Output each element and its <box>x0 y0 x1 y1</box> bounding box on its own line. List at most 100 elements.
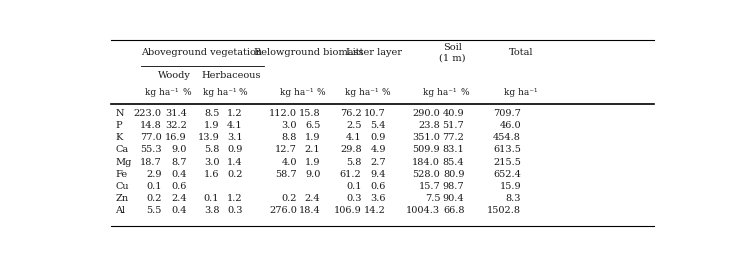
Text: Woody: Woody <box>157 71 191 80</box>
Text: 290.0: 290.0 <box>413 109 440 119</box>
Text: 55.3: 55.3 <box>140 145 161 154</box>
Text: 1.9: 1.9 <box>305 157 321 166</box>
Text: %: % <box>238 88 247 97</box>
Text: 13.9: 13.9 <box>198 133 219 142</box>
Text: 14.2: 14.2 <box>364 206 386 215</box>
Text: %: % <box>183 88 191 97</box>
Text: kg ha⁻¹: kg ha⁻¹ <box>280 88 313 97</box>
Text: 6.5: 6.5 <box>305 121 321 130</box>
Text: 1.2: 1.2 <box>227 109 242 119</box>
Text: K: K <box>115 133 122 142</box>
Text: 4.1: 4.1 <box>346 133 362 142</box>
Text: 7.5: 7.5 <box>424 194 440 202</box>
Text: 709.7: 709.7 <box>493 109 521 119</box>
Text: 18.4: 18.4 <box>298 206 321 215</box>
Text: 2.1: 2.1 <box>305 145 321 154</box>
Text: 0.9: 0.9 <box>371 133 386 142</box>
Text: 9.4: 9.4 <box>370 169 386 178</box>
Text: 15.8: 15.8 <box>299 109 321 119</box>
Text: 77.0: 77.0 <box>140 133 161 142</box>
Text: 0.9: 0.9 <box>227 145 242 154</box>
Text: 3.0: 3.0 <box>281 121 297 130</box>
Text: 5.8: 5.8 <box>204 145 219 154</box>
Text: 76.2: 76.2 <box>339 109 362 119</box>
Text: 3.0: 3.0 <box>204 157 219 166</box>
Text: 1.9: 1.9 <box>204 121 219 130</box>
Text: 112.0: 112.0 <box>269 109 297 119</box>
Text: 0.2: 0.2 <box>146 194 161 202</box>
Text: Mg: Mg <box>115 157 131 166</box>
Text: 3.8: 3.8 <box>204 206 219 215</box>
Text: 2.4: 2.4 <box>172 194 187 202</box>
Text: 0.2: 0.2 <box>227 169 242 178</box>
Text: 16.9: 16.9 <box>166 133 187 142</box>
Text: 85.4: 85.4 <box>443 157 465 166</box>
Text: 80.9: 80.9 <box>443 169 465 178</box>
Text: Zn: Zn <box>115 194 128 202</box>
Text: 223.0: 223.0 <box>134 109 161 119</box>
Text: kg ha⁻¹: kg ha⁻¹ <box>424 88 457 97</box>
Text: 0.1: 0.1 <box>146 182 161 190</box>
Text: 5.4: 5.4 <box>370 121 386 130</box>
Text: 3.6: 3.6 <box>370 194 386 202</box>
Text: 0.4: 0.4 <box>172 206 187 215</box>
Text: 184.0: 184.0 <box>413 157 440 166</box>
Text: 77.2: 77.2 <box>442 133 465 142</box>
Text: 15.9: 15.9 <box>500 182 521 190</box>
Text: 2.9: 2.9 <box>146 169 161 178</box>
Text: 0.4: 0.4 <box>172 169 187 178</box>
Text: 58.7: 58.7 <box>275 169 297 178</box>
Text: 83.1: 83.1 <box>442 145 465 154</box>
Text: 51.7: 51.7 <box>442 121 465 130</box>
Text: 0.3: 0.3 <box>227 206 242 215</box>
Text: 1004.3: 1004.3 <box>406 206 440 215</box>
Text: 1.6: 1.6 <box>204 169 219 178</box>
Text: 4.9: 4.9 <box>370 145 386 154</box>
Text: 0.1: 0.1 <box>204 194 219 202</box>
Text: P: P <box>115 121 122 130</box>
Text: 9.0: 9.0 <box>305 169 321 178</box>
Text: 5.5: 5.5 <box>146 206 161 215</box>
Text: Ca: Ca <box>115 145 128 154</box>
Text: N: N <box>115 109 124 119</box>
Text: 1.2: 1.2 <box>227 194 242 202</box>
Text: 18.7: 18.7 <box>140 157 161 166</box>
Text: Litter layer: Litter layer <box>345 48 401 57</box>
Text: 66.8: 66.8 <box>443 206 465 215</box>
Text: %: % <box>316 88 325 97</box>
Text: Herbaceous: Herbaceous <box>201 71 260 80</box>
Text: 32.2: 32.2 <box>165 121 187 130</box>
Text: 0.1: 0.1 <box>346 182 362 190</box>
Text: 3.1: 3.1 <box>227 133 242 142</box>
Text: 0.3: 0.3 <box>346 194 362 202</box>
Text: kg ha⁻¹: kg ha⁻¹ <box>202 88 236 97</box>
Text: %: % <box>381 88 390 97</box>
Text: 29.8: 29.8 <box>340 145 362 154</box>
Text: Total: Total <box>509 48 533 57</box>
Text: kg ha⁻¹: kg ha⁻¹ <box>145 88 178 97</box>
Text: 90.4: 90.4 <box>443 194 465 202</box>
Text: 4.0: 4.0 <box>281 157 297 166</box>
Text: Belowground biomass: Belowground biomass <box>254 48 363 57</box>
Text: 613.5: 613.5 <box>493 145 521 154</box>
Text: 46.0: 46.0 <box>500 121 521 130</box>
Text: 8.7: 8.7 <box>172 157 187 166</box>
Text: 276.0: 276.0 <box>269 206 297 215</box>
Text: 9.0: 9.0 <box>172 145 187 154</box>
Text: 215.5: 215.5 <box>493 157 521 166</box>
Text: 528.0: 528.0 <box>413 169 440 178</box>
Text: 1502.8: 1502.8 <box>487 206 521 215</box>
Text: 5.8: 5.8 <box>346 157 362 166</box>
Text: Aboveground vegetation: Aboveground vegetation <box>142 48 263 57</box>
Text: %: % <box>460 88 468 97</box>
Text: 10.7: 10.7 <box>364 109 386 119</box>
Text: Cu: Cu <box>115 182 129 190</box>
Text: 8.5: 8.5 <box>204 109 219 119</box>
Text: 454.8: 454.8 <box>493 133 521 142</box>
Text: 0.2: 0.2 <box>281 194 297 202</box>
Text: kg ha⁻¹: kg ha⁻¹ <box>345 88 378 97</box>
Text: 351.0: 351.0 <box>413 133 440 142</box>
Text: 2.7: 2.7 <box>370 157 386 166</box>
Text: 1.4: 1.4 <box>227 157 242 166</box>
Text: 98.7: 98.7 <box>443 182 465 190</box>
